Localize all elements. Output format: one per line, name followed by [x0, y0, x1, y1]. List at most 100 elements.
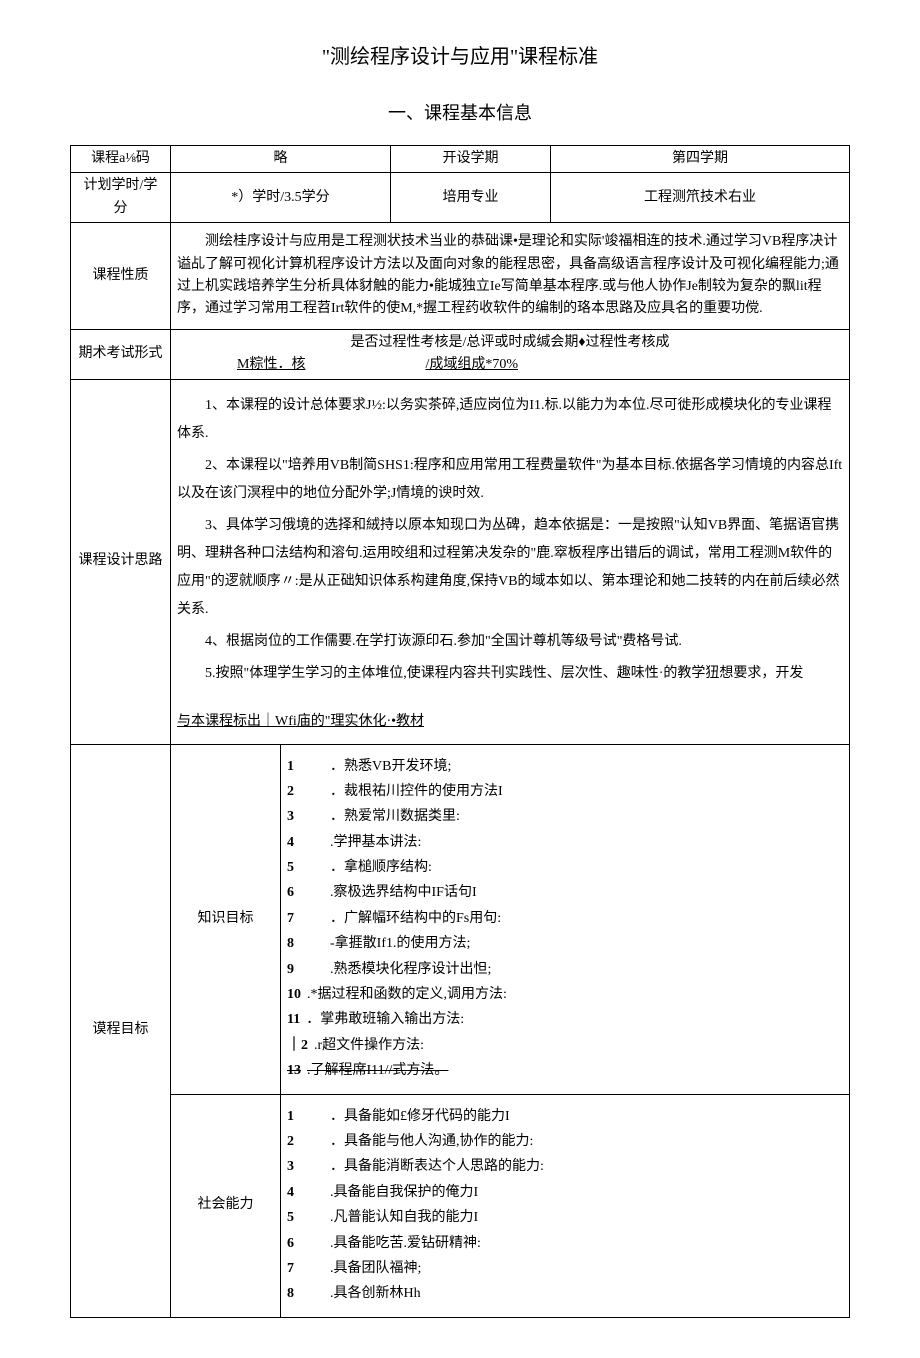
item-text: .具备团队福神;	[330, 1261, 421, 1276]
item-text: .*据过程和函数的定义,调用方法:	[307, 987, 507, 1002]
item-text: ．具备能与他人沟通,协作的能力:	[330, 1134, 533, 1149]
list-item: 5 ．拿槌顺序结构:	[287, 857, 843, 879]
social-label: 社会能力	[171, 1094, 281, 1317]
item-number: 2	[287, 784, 294, 799]
list-item: 2 ．具备能与他人沟通,协作的能力:	[287, 1131, 843, 1153]
design-text: 1、本课程的设计总体要求J½:以务实茶碎,适应岗位为I1.标.以能力为本位.尽可…	[171, 379, 850, 744]
hours-label: 计划学时/学分	[71, 173, 171, 223]
list-item: ｜2 .r超文件操作方法:	[287, 1035, 843, 1057]
item-text: .r超文件操作方法:	[314, 1038, 424, 1053]
item-number: 7	[287, 1261, 294, 1276]
item-number: 6	[287, 1236, 294, 1251]
section-1-header: 一、课程基本信息	[70, 99, 850, 125]
exam-line2-left: M粽性．核	[237, 354, 305, 376]
design-footer: 与本课程标出｜Wfi庙的"理实休化·•教材	[177, 714, 424, 729]
term-value: 第四学期	[551, 146, 850, 173]
code-label: 课程a⅛码	[71, 146, 171, 173]
knowledge-list: 1 ．熟悉VB开发环境; 2 ．裁根祐川控件的使用方法I 3 ．熟爱常川数据类里: 4 .学押…	[281, 744, 850, 1094]
item-text: .具备能吃苦.爱钻研精神:	[330, 1236, 481, 1251]
item-number: 4	[287, 835, 294, 850]
knowledge-label: 知识目标	[171, 744, 281, 1094]
list-item: 7 ．广解幅环结构中的Fs用句:	[287, 908, 843, 930]
item-number: 5	[287, 1210, 294, 1225]
item-number: 1	[287, 1109, 294, 1124]
item-number: 8	[287, 936, 294, 951]
item-number: 4	[287, 1185, 294, 1200]
exam-line2-right: /成域组成*70%	[425, 354, 518, 376]
list-item: 1 ．具备能如£修牙代码的能力I	[287, 1106, 843, 1128]
list-item: 4 .具备能自我保护的俺力I	[287, 1182, 843, 1204]
list-item: 5 .凡普能认知自我的能力I	[287, 1207, 843, 1229]
nature-label: 课程性质	[71, 223, 171, 330]
table-row: 计划学时/学分 *）学时/3.5学分 培用专业 工程测笊技术右业	[71, 173, 850, 223]
item-number: 2	[287, 1134, 294, 1149]
table-row: 谟程目标 知识目标 1．熟悉VB开发环境;2．裁根祐川控件的使用方法I3．熟爱常…	[71, 744, 850, 1094]
list-item: 4 .学押基本讲法:	[287, 832, 843, 854]
exam-line2: M粽性．核 /成域组成*70%	[177, 354, 843, 376]
item-number: 3	[287, 1159, 294, 1174]
design-label: 课程设计思路	[71, 379, 171, 744]
doc-title: "测绘程序设计与应用"课程标准	[70, 40, 850, 69]
item-number: 3	[287, 809, 294, 824]
design-p5: 5.按照"体理学生学习的主体堆位,使课程内容共刊实践性、层次性、趣味性·的教学狃…	[177, 660, 843, 688]
design-p2: 2、本课程以"培养用VB制简SHS1:程序和应用常用工程费量软件"为基本目标.依…	[177, 452, 843, 508]
major-label: 培用专业	[391, 173, 551, 223]
list-item: 3 ．熟爱常川数据类里:	[287, 806, 843, 828]
item-text: ．具备能如£修牙代码的能力I	[330, 1109, 510, 1124]
item-text: .了解程席I11//式方法。	[307, 1063, 448, 1078]
list-item: 3．具备能消断表达个人思路的能力:	[287, 1156, 843, 1178]
item-text: ．裁根祐川控件的使用方法I	[330, 784, 503, 799]
social-list: 1 ．具备能如£修牙代码的能力I 2 ．具备能与他人沟通,协作的能力: 3．具备能消断表…	[281, 1094, 850, 1317]
item-number: 10	[287, 987, 301, 1002]
table-row: 课程设计思路 1、本课程的设计总体要求J½:以务实茶碎,适应岗位为I1.标.以能…	[71, 379, 850, 744]
item-text: ．熟爱常川数据类里:	[330, 809, 460, 824]
item-text: ．熟悉VB开发环境;	[330, 759, 451, 774]
design-p4: 4、根据岗位的工作儒要.在学打诙源印石.参加"全国计尊机等级号试"费格号试.	[177, 628, 843, 656]
list-item: 8 .具各创新林Hh	[287, 1283, 843, 1305]
list-item: 2 ．裁根祐川控件的使用方法I	[287, 781, 843, 803]
design-p3: 3、具体学习俄境的选择和絨持以原本知现口为丛碑，趋本依据是：一是按照"认知VB界…	[177, 512, 843, 624]
item-text: .学押基本讲法:	[330, 835, 421, 850]
exam-label: 期术考试形式	[71, 329, 171, 379]
code-value: 略	[171, 146, 391, 173]
list-item: 13 .了解程席I11//式方法。	[287, 1060, 843, 1082]
item-number: 9	[287, 962, 294, 977]
table-row: 课程性质 测绘桂序设计与应用是工程测状技术当业的恭础课•是理论和实际'竣福相连的…	[71, 223, 850, 330]
list-item: 9 .熟悉模块化程序设计出怛;	[287, 959, 843, 981]
list-item: 10 .*据过程和函数的定义,调用方法:	[287, 984, 843, 1006]
term-label: 开设学期	[391, 146, 551, 173]
design-p1: 1、本课程的设计总体要求J½:以务实茶碎,适应岗位为I1.标.以能力为本位.尽可…	[177, 392, 843, 448]
item-text: .凡普能认知自我的能力I	[330, 1210, 478, 1225]
table-row: 课程a⅛码 略 开设学期 第四学期	[71, 146, 850, 173]
list-item: 6.察极选界结构中IF话句I	[287, 882, 843, 904]
item-text: ．拿槌顺序结构:	[330, 860, 432, 875]
info-table: 课程a⅛码 略 开设学期 第四学期 计划学时/学分 *）学时/3.5学分 培用专…	[70, 145, 850, 1318]
item-text: .具各创新林Hh	[330, 1286, 421, 1301]
item-text: -拿捱散If1.的使用方法;	[330, 936, 470, 951]
item-text: .熟悉模块化程序设计出怛;	[330, 962, 491, 977]
exam-line1: 是否过程性考核是/总评或时成缄会期♦过程性考核成	[177, 332, 843, 354]
goal-label: 谟程目标	[71, 744, 171, 1317]
nature-text: 测绘桂序设计与应用是工程测状技术当业的恭础课•是理论和实际'竣福相连的技术.通过…	[171, 223, 850, 330]
list-item: 8 -拿捱散If1.的使用方法;	[287, 933, 843, 955]
item-text: .具备能自我保护的俺力I	[330, 1185, 478, 1200]
item-text: ．广解幅环结构中的Fs用句:	[330, 911, 501, 926]
table-row: 社会能力 1 ．具备能如£修牙代码的能力I 2 ．具备能与他人沟通,协作的能力: 3．具…	[71, 1094, 850, 1317]
item-number: 13	[287, 1063, 301, 1078]
item-text: ．掌弗敢班输入输出方法:	[306, 1012, 464, 1027]
item-number: 1	[287, 759, 294, 774]
list-item: 7 .具备团队福神;	[287, 1258, 843, 1280]
list-item: 6 .具备能吃苦.爱钻研精神:	[287, 1233, 843, 1255]
item-number: 7	[287, 911, 294, 926]
item-text: .察极选界结构中IF话句I	[330, 885, 477, 900]
list-item: 11 ．掌弗敢班输入输出方法:	[287, 1009, 843, 1031]
major-value: 工程测笊技术右业	[551, 173, 850, 223]
item-number: 11	[287, 1012, 300, 1027]
hours-value: *）学时/3.5学分	[171, 173, 391, 223]
item-number: 8	[287, 1286, 294, 1301]
item-number: 5	[287, 860, 294, 875]
exam-text: 是否过程性考核是/总评或时成缄会期♦过程性考核成 M粽性．核 /成域组成*70%	[171, 329, 850, 379]
item-number: ｜2	[287, 1038, 308, 1053]
table-row: 期术考试形式 是否过程性考核是/总评或时成缄会期♦过程性考核成 M粽性．核 /成…	[71, 329, 850, 379]
nature-paragraph: 测绘桂序设计与应用是工程测状技术当业的恭础课•是理论和实际'竣福相连的技术.通过…	[177, 231, 843, 321]
